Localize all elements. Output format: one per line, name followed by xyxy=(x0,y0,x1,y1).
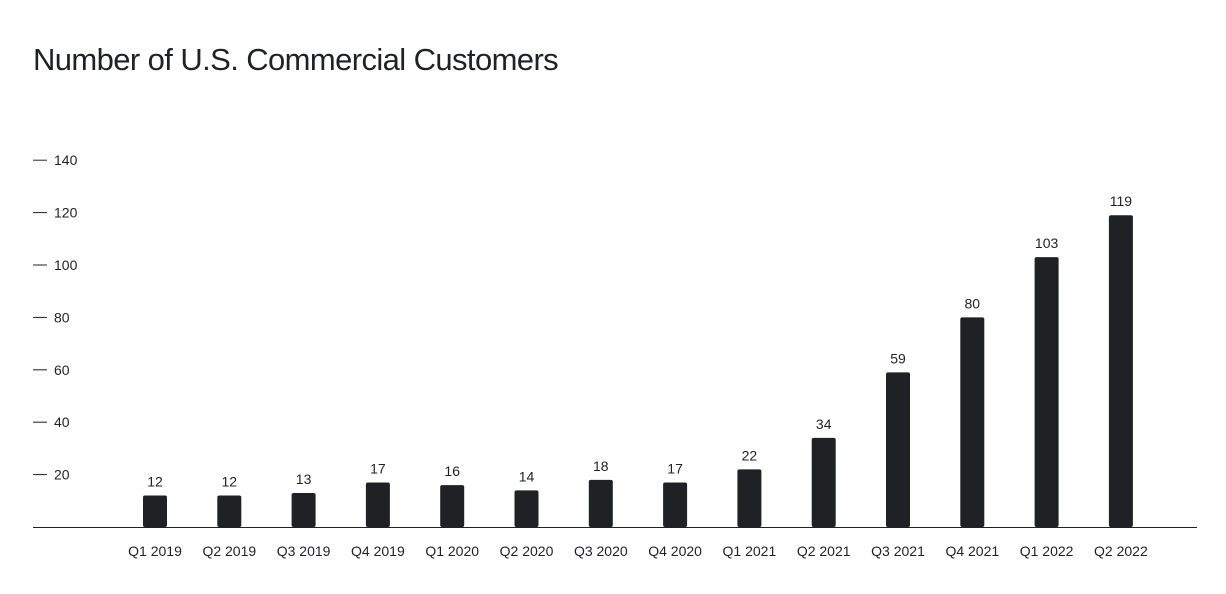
y-tick-label: 120 xyxy=(54,205,78,221)
bar xyxy=(291,492,316,527)
x-tick-label: Q2 2020 xyxy=(500,543,554,559)
x-tick-label: Q1 2020 xyxy=(425,543,479,559)
x-tick-label: Q3 2021 xyxy=(871,543,925,559)
x-tick-label: Q2 2022 xyxy=(1094,543,1148,559)
bar xyxy=(1034,257,1059,527)
x-tick-label: Q1 2021 xyxy=(723,543,777,559)
x-tick-label: Q3 2020 xyxy=(574,543,628,559)
bar-value-label: 13 xyxy=(296,471,312,487)
bar-value-label: 103 xyxy=(1035,235,1059,251)
bar-value-label: 17 xyxy=(370,460,386,476)
x-tick-label: Q2 2021 xyxy=(797,543,851,559)
y-tick-label: 20 xyxy=(54,467,70,483)
x-tick-label: Q3 2019 xyxy=(277,543,331,559)
bar xyxy=(960,317,985,527)
x-tick-label: Q1 2022 xyxy=(1020,543,1074,559)
bar-value-label: 18 xyxy=(593,458,609,474)
y-axis: 20 40 60 80 100 120 140 xyxy=(33,152,78,483)
bar xyxy=(440,485,465,527)
bar-value-label: 14 xyxy=(519,468,535,484)
bar xyxy=(365,482,390,527)
bar xyxy=(811,437,836,527)
bar xyxy=(217,495,242,527)
bar xyxy=(663,482,688,527)
bar-value-label: 17 xyxy=(667,460,683,476)
bar-value-label: 80 xyxy=(965,295,981,311)
bar-value-label: 12 xyxy=(222,474,238,490)
chart-title: Number of U.S. Commercial Customers xyxy=(33,42,559,77)
x-tick-label: Q2 2019 xyxy=(202,543,256,559)
bar-value-label: 12 xyxy=(147,474,163,490)
x-tick-label: Q1 2019 xyxy=(128,543,182,559)
bar-value-label: 22 xyxy=(742,447,758,463)
value-labels: 12 12 13 17 16 14 18 17 22 34 59 80 103 119 xyxy=(147,193,1132,489)
y-tick-label: 60 xyxy=(54,362,70,378)
y-tick-label: 100 xyxy=(54,257,78,273)
bar-value-label: 59 xyxy=(890,350,906,366)
bar xyxy=(588,479,613,527)
bar xyxy=(737,469,762,527)
bar-value-label: 34 xyxy=(816,416,832,432)
x-axis-labels: Q1 2019 Q2 2019 Q3 2019 Q4 2019 Q1 2020 Q2 20… xyxy=(128,543,1148,559)
y-tick-label: 80 xyxy=(54,309,70,325)
y-tick-label: 140 xyxy=(54,152,78,168)
y-tick-label: 40 xyxy=(54,414,70,430)
bar-value-label: 16 xyxy=(444,463,460,479)
x-tick-label: Q4 2020 xyxy=(648,543,702,559)
bar xyxy=(886,372,910,527)
bar-value-label: 119 xyxy=(1110,193,1133,209)
bar xyxy=(1108,215,1133,527)
bar xyxy=(514,490,539,527)
x-tick-label: Q4 2021 xyxy=(945,543,999,559)
x-tick-label: Q4 2019 xyxy=(351,543,405,559)
bar-series xyxy=(143,215,1133,527)
bar xyxy=(143,495,167,527)
